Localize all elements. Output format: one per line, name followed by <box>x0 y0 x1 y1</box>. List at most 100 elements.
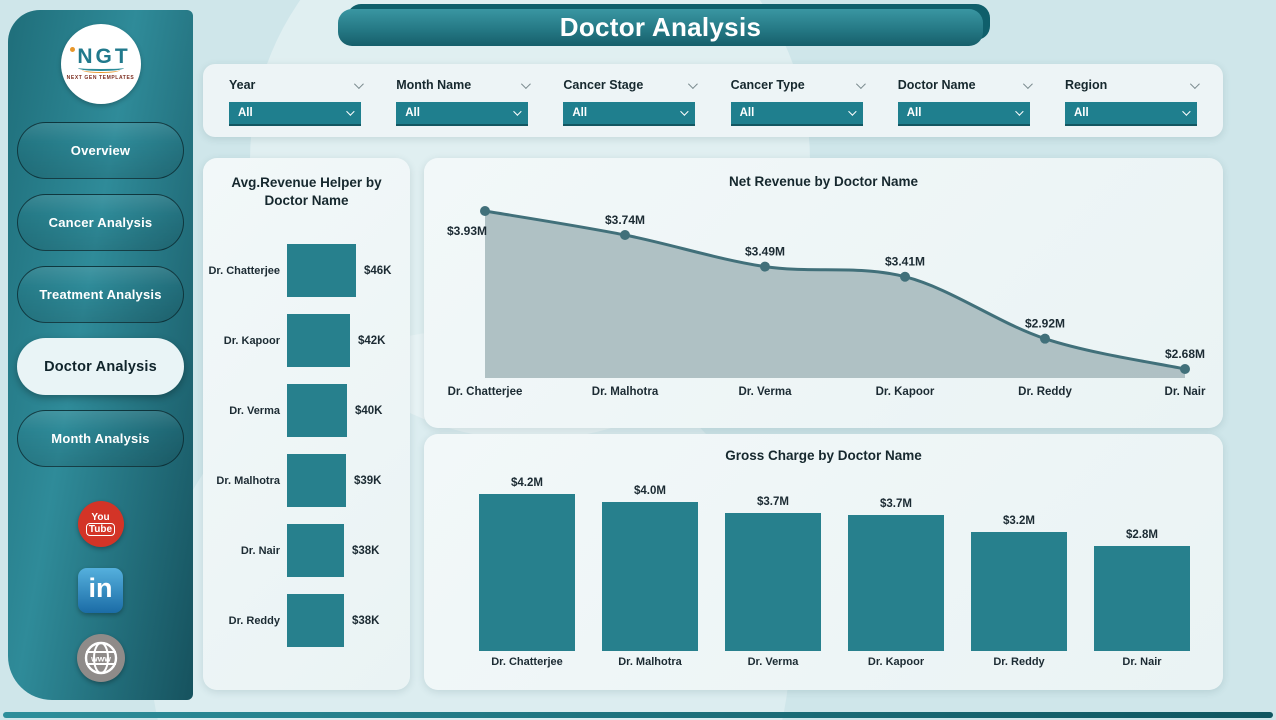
avg-revenue-title: Avg.Revenue Helper by Doctor Name <box>231 175 382 208</box>
net-revenue-title: Net Revenue by Doctor Name <box>728 174 919 189</box>
data-point[interactable] <box>620 230 630 241</box>
dropdown-value: All <box>906 107 922 119</box>
data-point[interactable] <box>900 271 910 282</box>
gross-charge-panel: Gross Charge by Doctor Name $4.2M Dr. Cha… <box>424 434 1223 690</box>
filter-label: Doctor Name <box>897 78 976 92</box>
value-label: $3.93M <box>447 224 487 238</box>
sidebar-item-cancer-analysis[interactable]: Cancer Analysis <box>17 194 184 251</box>
value-label: $4.0M <box>634 485 666 497</box>
chevron-down-icon <box>513 107 522 116</box>
chevron-down-icon[interactable] <box>1189 78 1200 89</box>
dropdown-value: All <box>1073 107 1089 119</box>
sidebar-nav: Overview Cancer Analysis Treatment Analysi… <box>17 122 184 467</box>
youtube-icon[interactable]: You Tube <box>77 501 124 547</box>
data-point[interactable] <box>1040 333 1050 344</box>
filter-label: Year <box>229 78 256 92</box>
gross-charge-bar[interactable] <box>1094 546 1190 651</box>
avg-revenue-bar[interactable] <box>287 524 344 577</box>
gross-charge-column: $2.8M Dr. Nair <box>1094 529 1190 668</box>
chevron-down-icon <box>1014 107 1024 116</box>
value-label: $39K <box>354 474 382 487</box>
data-point[interactable] <box>760 261 770 272</box>
category-label: Dr. Kapoor <box>867 656 925 668</box>
chevron-down-icon <box>346 107 355 116</box>
avg-revenue-row: Dr. Reddy $38K <box>203 594 410 647</box>
chevron-down-icon[interactable] <box>688 78 699 89</box>
linkedin-icon[interactable]: in <box>78 568 123 613</box>
youtube-label: Tube <box>85 523 116 536</box>
value-label: $3.7M <box>880 498 912 510</box>
gross-charge-bar[interactable] <box>971 532 1067 651</box>
category-label: Dr. Kapoor <box>876 386 935 398</box>
cancer-type-dropdown[interactable]: All <box>730 102 863 126</box>
ngt-logo[interactable]: NGT NEXT GEN TEMPLATES <box>60 24 141 104</box>
value-label: $3.74M <box>605 213 645 227</box>
bottom-accent-strip <box>3 712 1273 718</box>
data-point[interactable] <box>480 206 490 216</box>
youtube-label: You <box>91 512 110 523</box>
region-dropdown[interactable]: All <box>1064 102 1197 126</box>
value-label: $3.41M <box>885 255 925 269</box>
avg-revenue-bar[interactable] <box>287 314 350 367</box>
avg-revenue-bar[interactable] <box>287 594 344 647</box>
year-dropdown[interactable]: All <box>229 102 361 126</box>
chevron-down-icon <box>680 107 690 116</box>
data-point[interactable] <box>1180 364 1190 374</box>
logo-swoosh-icon <box>77 65 124 73</box>
filter-label: Cancer Stage <box>563 78 644 92</box>
value-label: $46K <box>364 264 392 277</box>
dropdown-value: All <box>238 107 253 119</box>
avg-revenue-row: Dr. Chatterjee $46K <box>203 244 410 297</box>
gross-charge-bar[interactable] <box>602 502 698 651</box>
net-revenue-panel: Net Revenue by Doctor Name $3.93M Dr. Cha… <box>424 158 1223 428</box>
avg-revenue-row: Dr. Nair $38K <box>203 524 410 577</box>
avg-revenue-row: Dr. Malhotra $39K <box>203 454 410 507</box>
avg-revenue-chart: Dr. Chatterjee $46K Dr. Kapoor $42K Dr. Verm… <box>203 244 410 647</box>
gross-charge-bar[interactable] <box>725 513 821 651</box>
avg-revenue-row: Dr. Kapoor $42K <box>203 314 410 367</box>
value-label: $38K <box>352 544 380 557</box>
gross-charge-title: Gross Charge by Doctor Name <box>725 448 922 463</box>
gross-charge-bar[interactable] <box>479 494 575 651</box>
chevron-down-icon[interactable] <box>1022 78 1033 89</box>
filter-cancer-type: Cancer Type All <box>730 75 866 137</box>
website-globe-icon[interactable]: www <box>76 634 125 682</box>
chevron-down-icon <box>1182 107 1191 116</box>
filter-label: Cancer Type <box>730 78 805 92</box>
value-label: $38K <box>352 614 380 627</box>
month-name-dropdown[interactable]: All <box>396 102 529 126</box>
gross-charge-bar[interactable] <box>848 515 944 651</box>
sidebar-item-month-analysis[interactable]: Month Analysis <box>17 410 184 467</box>
category-label: Dr. Reddy <box>1018 386 1072 398</box>
social-links: You Tube in www <box>8 501 193 682</box>
filter-cancer-stage: Cancer Stage All <box>563 75 699 137</box>
chevron-down-icon[interactable] <box>521 78 532 89</box>
value-label: $2.68M <box>1165 347 1205 361</box>
filter-region: Region All <box>1064 75 1200 137</box>
chevron-down-icon[interactable] <box>855 78 866 89</box>
chevron-down-icon[interactable] <box>353 78 364 89</box>
category-label: Dr. Verma <box>738 386 792 398</box>
dropdown-value: All <box>739 107 755 119</box>
category-label: Dr. Verma <box>229 404 280 417</box>
avg-revenue-bar[interactable] <box>287 384 347 437</box>
filter-month-name: Month Name All <box>396 75 532 137</box>
net-revenue-chart: $3.93M Dr. Chatterjee $3.74M Dr. Malhotra $3… <box>447 206 1206 398</box>
category-label: Dr. Verma <box>747 656 799 668</box>
svg-text:www: www <box>90 654 111 664</box>
category-label: Dr. Chatterjee <box>491 656 563 668</box>
filter-bar: Year All Month Name All Cancer Stage All Cance… <box>203 64 1223 137</box>
value-label: $2.8M <box>1126 529 1158 541</box>
doctor-name-dropdown[interactable]: All <box>897 102 1030 126</box>
globe-glyph: www <box>84 641 117 675</box>
avg-revenue-bar[interactable] <box>287 244 356 297</box>
sidebar-item-overview[interactable]: Overview <box>17 122 184 179</box>
sidebar-item-treatment-analysis[interactable]: Treatment Analysis <box>17 266 184 323</box>
filter-label: Month Name <box>396 78 472 92</box>
cancer-stage-dropdown[interactable]: All <box>563 102 696 126</box>
gross-charge-column: $3.2M Dr. Reddy <box>971 515 1067 668</box>
value-label: $40K <box>355 404 383 417</box>
avg-revenue-bar[interactable] <box>287 454 346 507</box>
sidebar-item-doctor-analysis[interactable]: Doctor Analysis <box>17 338 184 395</box>
category-label: Dr. Chatterjee <box>208 264 280 277</box>
